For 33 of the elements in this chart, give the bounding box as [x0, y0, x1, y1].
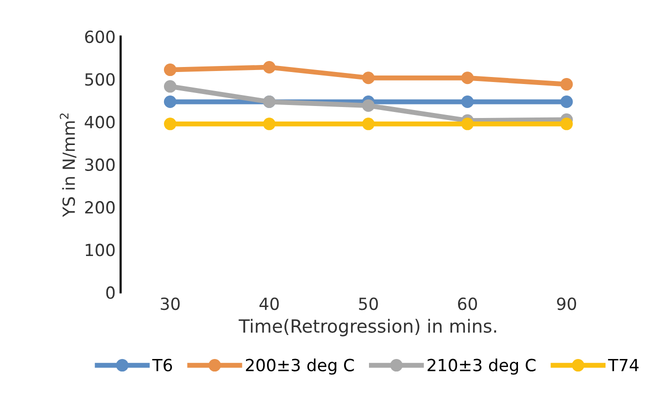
point [164, 64, 176, 76]
y-tick-label: 100 [86, 244, 115, 256]
y-tick-label: 300 [85, 158, 115, 171]
point [461, 118, 474, 130]
y-tick-label: 200 [85, 201, 115, 214]
point [461, 96, 474, 108]
y-tick-label: 500 [85, 73, 115, 86]
point [263, 60, 276, 74]
point [560, 96, 573, 108]
point [362, 99, 375, 112]
point [164, 118, 176, 130]
legend-label: T6 [152, 358, 172, 372]
point [461, 72, 474, 84]
y-tick-label: 400 [84, 116, 115, 128]
x-tick-label: 40 [259, 297, 279, 310]
point [362, 72, 375, 84]
x-tick-label: 30 [160, 297, 180, 310]
x-axis-title: Time(Retrogression) in mins. [238, 318, 496, 336]
x-tick-label: 50 [359, 297, 378, 310]
point [362, 118, 375, 130]
legend-label: 200±3 deg C [246, 358, 354, 375]
point [164, 80, 176, 93]
point [164, 96, 176, 108]
y-tick-label: 0 [106, 286, 115, 299]
legend-label: T74 [608, 358, 639, 372]
y-tick-label: 600 [85, 30, 115, 44]
x-tick-label: 60 [458, 297, 477, 310]
point [560, 118, 573, 130]
y-axis-title: YS in N/mm$^{2}$ [60, 113, 76, 218]
point [263, 118, 276, 130]
x-tick-label: 90 [557, 297, 576, 310]
point [560, 78, 573, 91]
legend-label: 210±3 deg C [428, 358, 536, 375]
